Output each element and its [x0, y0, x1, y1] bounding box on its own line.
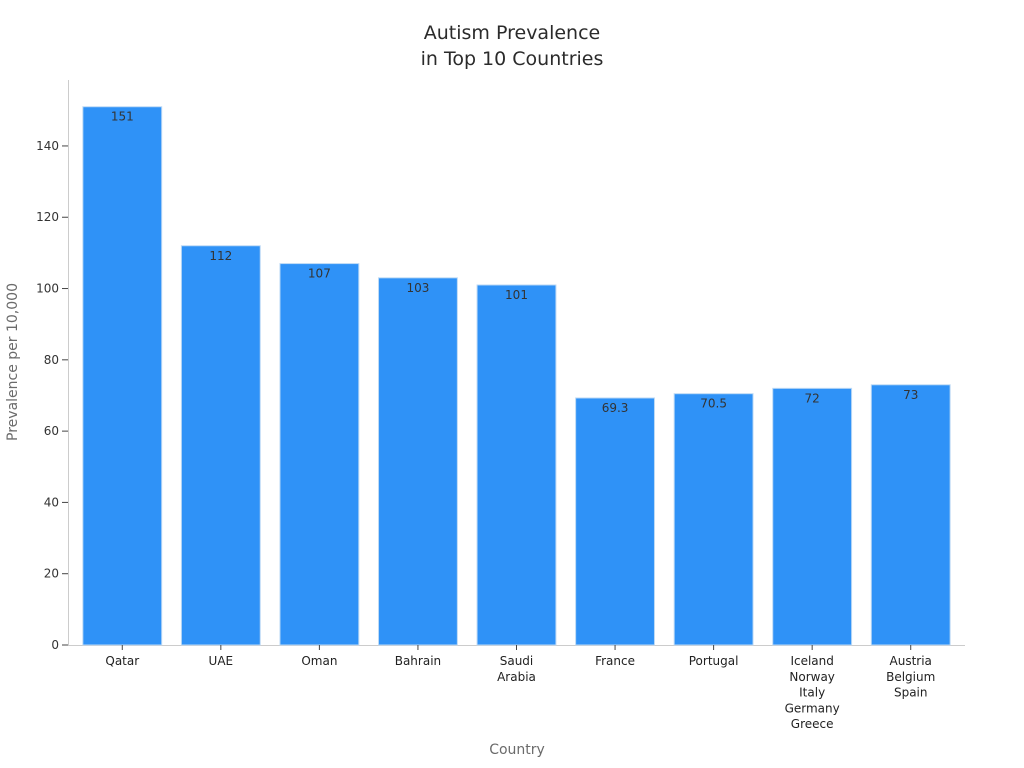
- bar: [82, 106, 163, 646]
- bar-value-label: 69.3: [602, 401, 629, 415]
- y-tick-label: 80: [44, 353, 59, 367]
- bar-value-label: 112: [209, 249, 232, 263]
- x-tick-label: Portugal: [689, 654, 739, 668]
- chart-title: Autism Prevalence in Top 10 Countries: [0, 20, 1024, 72]
- y-tick-label: 120: [36, 210, 59, 224]
- bar: [279, 263, 360, 646]
- x-ticks: Qatar UAE Oman Bahrain Saudi Arabia France Port…: [105, 645, 935, 731]
- bars: 151 112 107 103 101 69.3 70.5 72 73: [82, 106, 951, 646]
- bar: [476, 284, 557, 646]
- x-tick-label: Oman: [301, 654, 337, 668]
- x-tick-label: Greece: [791, 717, 834, 731]
- x-tick-label: Belgium: [886, 670, 935, 684]
- y-tick-label: 20: [44, 567, 59, 581]
- bar-value-label: 107: [308, 267, 331, 281]
- bar: [378, 277, 458, 646]
- x-tick-label: Spain: [894, 686, 928, 700]
- bar-value-label: 70.5: [700, 397, 727, 411]
- bar-value-label: 101: [505, 288, 528, 302]
- y-tick-label: 0: [51, 638, 59, 652]
- y-tick-label: 60: [44, 424, 59, 438]
- x-tick-label: France: [595, 654, 635, 668]
- bar: [673, 393, 754, 646]
- y-tick-label: 40: [44, 495, 59, 509]
- x-tick-label: Norway: [789, 670, 835, 684]
- bar-value-label: 72: [805, 391, 820, 405]
- y-tick-label: 140: [36, 139, 59, 153]
- x-tick-label: Qatar: [105, 654, 139, 668]
- bar: [870, 384, 951, 646]
- x-tick-label: Bahrain: [395, 654, 441, 668]
- y-ticks: 0 20 40 60 80 100 120 140: [36, 139, 68, 652]
- x-tick-label: Germany: [785, 701, 840, 715]
- chart-title-line-1: Autism Prevalence: [423, 22, 601, 44]
- bar-value-label: 103: [406, 281, 429, 295]
- bar: [772, 387, 853, 646]
- x-tick-label: UAE: [209, 654, 234, 668]
- x-axis-label: Country: [489, 742, 545, 758]
- x-tick-label: Saudi: [500, 654, 534, 668]
- bar: [575, 397, 655, 646]
- x-tick-label: Arabia: [497, 670, 536, 684]
- bar-value-label: 73: [903, 388, 918, 402]
- bar-value-label: 151: [111, 110, 134, 124]
- x-tick-label: Iceland: [790, 654, 833, 668]
- x-tick-label: Austria: [890, 654, 932, 668]
- y-tick-label: 100: [36, 282, 59, 296]
- x-tick-label: Italy: [799, 686, 825, 700]
- chart-title-line-2: in Top 10 Countries: [420, 48, 604, 70]
- bar: [180, 245, 261, 646]
